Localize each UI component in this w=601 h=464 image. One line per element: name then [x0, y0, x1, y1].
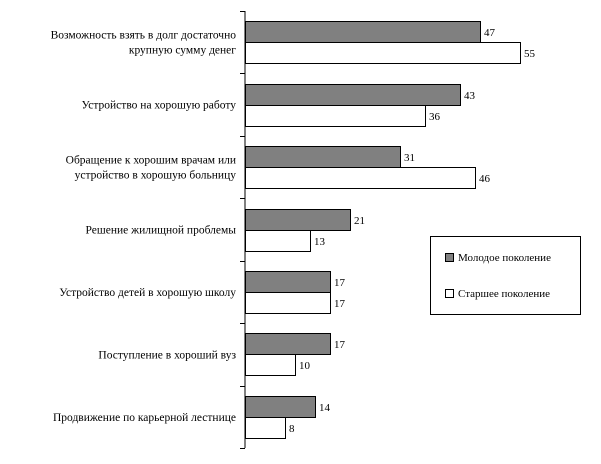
bar-young-generation: [245, 333, 331, 355]
category-label-line: Устройство детей в хорошую школу: [59, 287, 236, 299]
category-label-line: устройство в хорошую больницу: [75, 170, 237, 182]
category-label-line: Решение жилищной проблемы: [86, 225, 237, 237]
category-label: Продвижение по карьерной лестнице: [53, 412, 236, 424]
category-label: Обращение к хорошим врачам или устройство…: [66, 155, 237, 182]
axis-layer: [240, 11, 246, 449]
legend-swatch: [445, 253, 454, 262]
legend-label: Старшее поколение: [458, 288, 550, 300]
bar-young-generation: [245, 146, 401, 168]
legend-swatch: [445, 289, 454, 298]
data-label: 46: [479, 173, 491, 185]
bar-older-generation: [245, 417, 286, 439]
bar-young-generation: [245, 84, 461, 106]
bars-layer: [245, 21, 521, 439]
data-label: 8: [289, 423, 295, 435]
bar-young-generation: [245, 271, 331, 293]
category-label-line: Поступление в хороший вуз: [98, 349, 236, 361]
data-label: 47: [484, 27, 496, 39]
data-label: 21: [354, 215, 365, 227]
data-label: 17: [334, 277, 346, 289]
data-label: 13: [314, 236, 326, 248]
bar-young-generation: [245, 209, 351, 231]
data-label: 17: [334, 298, 346, 310]
legend-box: [430, 236, 581, 315]
value-labels: 47 55 43 36 31 46 21 13 17 17 17 10 14 8: [289, 27, 536, 435]
category-label: Поступление в хороший вуз: [98, 349, 236, 361]
data-label: 55: [524, 48, 536, 60]
legend-label: Молодое поколение: [458, 252, 551, 264]
bar-older-generation: [245, 354, 296, 376]
bar-older-generation: [245, 292, 331, 314]
category-label-line: Обращение к хорошим врачам или: [66, 155, 236, 167]
bar-older-generation: [245, 42, 521, 64]
legend: Молодое поколение Старшее поколение: [430, 236, 581, 315]
data-label: 36: [429, 111, 441, 123]
category-label-line: Возможность взять в долг достаточно: [51, 30, 237, 42]
category-label: Возможность взять в долг достаточно крупн…: [51, 30, 237, 57]
bar-young-generation: [245, 21, 481, 43]
bar-older-generation: [245, 167, 476, 189]
category-label: Устройство на хорошую работу: [82, 100, 237, 112]
bar-older-generation: [245, 230, 311, 252]
data-label: 17: [334, 339, 346, 351]
category-label-line: Продвижение по карьерной лестнице: [53, 412, 236, 424]
data-label: 10: [299, 360, 311, 372]
category-label: Устройство детей в хорошую школу: [59, 287, 236, 299]
data-label: 31: [404, 152, 415, 164]
category-label: Решение жилищной проблемы: [86, 225, 237, 237]
category-labels: Возможность взять в долг достаточно крупн…: [51, 30, 237, 424]
data-label: 43: [464, 90, 476, 102]
data-label: 14: [319, 402, 331, 414]
bar-young-generation: [245, 396, 316, 418]
category-label-line: Устройство на хорошую работу: [82, 100, 237, 112]
bar-older-generation: [245, 105, 426, 127]
category-label-line: крупную сумму денег: [129, 45, 236, 57]
